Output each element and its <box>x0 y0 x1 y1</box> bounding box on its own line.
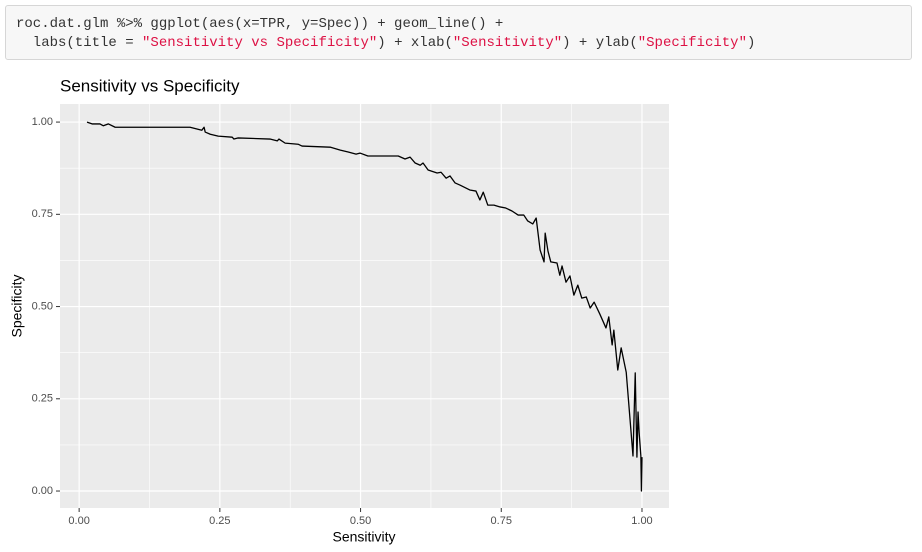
code-line: labs(title = "Sensitivity vs Specificity… <box>16 34 901 53</box>
line <box>86 121 643 492</box>
code-token: "Sensitivity vs Specificity" <box>142 35 378 51</box>
y-tick-label: 0.50 <box>32 300 53 312</box>
y-tick-label: 1.00 <box>32 116 53 128</box>
code-token: ) + xlab( <box>377 35 453 51</box>
code-token: labs(title = <box>16 35 143 51</box>
x-tick-label: 0.00 <box>68 515 89 527</box>
code-token: ) <box>746 35 756 51</box>
code-token: "Sensitivity" <box>452 35 563 51</box>
code-token: "Specificity" <box>637 35 747 51</box>
y-tick-label: 0.25 <box>32 393 53 405</box>
code-block: roc.dat.glm %>% ggplot(aes(x=TPR, y=Spec… <box>5 5 912 60</box>
x-tick-label: 0.50 <box>350 515 371 527</box>
x-axis-title: Sensitivity <box>332 529 395 545</box>
y-axis-title: Specificity <box>9 274 25 337</box>
x-tick-label: 1.00 <box>631 515 652 527</box>
y-tick-label: 0.75 <box>32 208 53 220</box>
y-tick-label: 0.00 <box>32 485 53 497</box>
code-token: roc.dat.glm %>% ggplot(aes(x=TPR, y=Spec… <box>16 16 504 32</box>
x-tick-label: 0.25 <box>209 515 230 527</box>
code-token: ) + ylab( <box>562 35 638 51</box>
chart-title: Sensitivity vs Specificity <box>60 76 240 95</box>
x-tick-label: 0.75 <box>491 515 512 527</box>
code-line: roc.dat.glm %>% ggplot(aes(x=TPR, y=Spec… <box>16 15 901 34</box>
